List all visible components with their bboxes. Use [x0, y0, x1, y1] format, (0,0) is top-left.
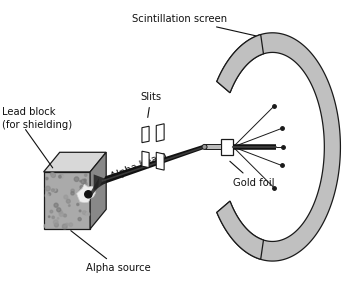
Text: Scintillation screen: Scintillation screen	[132, 14, 256, 36]
Circle shape	[51, 172, 53, 175]
Circle shape	[74, 185, 78, 188]
Polygon shape	[100, 144, 205, 185]
Circle shape	[52, 187, 56, 191]
Circle shape	[62, 224, 67, 229]
Circle shape	[80, 180, 81, 182]
Polygon shape	[94, 174, 106, 191]
Polygon shape	[43, 152, 106, 172]
Polygon shape	[43, 172, 90, 229]
Circle shape	[83, 182, 87, 186]
Circle shape	[51, 173, 55, 177]
Circle shape	[55, 223, 59, 227]
Circle shape	[50, 210, 53, 213]
Circle shape	[64, 195, 68, 199]
Circle shape	[74, 177, 79, 182]
Circle shape	[45, 194, 49, 197]
Circle shape	[84, 174, 87, 176]
Circle shape	[71, 189, 74, 192]
Polygon shape	[221, 139, 233, 155]
Circle shape	[48, 193, 51, 195]
Polygon shape	[91, 178, 99, 197]
Circle shape	[83, 211, 86, 215]
Polygon shape	[156, 152, 164, 170]
Circle shape	[48, 207, 50, 209]
Circle shape	[51, 189, 54, 192]
Circle shape	[75, 182, 77, 185]
Circle shape	[83, 194, 85, 195]
Text: Slits: Slits	[140, 92, 162, 117]
Circle shape	[77, 203, 79, 206]
Circle shape	[60, 174, 64, 178]
Text: Alpha beam: Alpha beam	[109, 151, 168, 182]
Text: Alpha source: Alpha source	[71, 231, 151, 273]
Circle shape	[69, 223, 73, 226]
Polygon shape	[217, 201, 264, 259]
Circle shape	[84, 193, 88, 197]
Circle shape	[80, 185, 83, 189]
Circle shape	[84, 179, 86, 182]
Circle shape	[81, 179, 86, 184]
Circle shape	[57, 218, 59, 219]
Polygon shape	[90, 152, 106, 229]
Text: Lead block
(for shielding): Lead block (for shielding)	[3, 107, 73, 130]
Circle shape	[54, 189, 57, 192]
Circle shape	[53, 220, 58, 225]
Circle shape	[82, 216, 84, 218]
Circle shape	[85, 212, 88, 215]
Circle shape	[46, 177, 48, 180]
Circle shape	[66, 199, 70, 203]
Circle shape	[48, 216, 50, 218]
Polygon shape	[156, 124, 164, 141]
Circle shape	[52, 216, 55, 219]
Polygon shape	[142, 126, 149, 143]
Circle shape	[78, 216, 79, 217]
Circle shape	[80, 193, 85, 197]
Circle shape	[51, 173, 55, 176]
Circle shape	[79, 189, 83, 193]
Circle shape	[44, 224, 47, 228]
Circle shape	[69, 205, 70, 206]
Polygon shape	[217, 33, 340, 261]
Circle shape	[54, 203, 58, 207]
Circle shape	[60, 175, 64, 180]
Circle shape	[66, 223, 68, 226]
Circle shape	[202, 144, 207, 149]
Circle shape	[59, 210, 62, 214]
Polygon shape	[142, 151, 149, 168]
Circle shape	[66, 182, 71, 186]
Circle shape	[70, 203, 72, 204]
Circle shape	[79, 210, 81, 212]
Circle shape	[57, 208, 61, 212]
Circle shape	[71, 192, 74, 195]
Circle shape	[46, 221, 47, 222]
Polygon shape	[217, 35, 264, 93]
Polygon shape	[76, 184, 95, 203]
Text: Gold foil: Gold foil	[230, 161, 275, 188]
Circle shape	[64, 214, 66, 217]
Polygon shape	[205, 144, 221, 149]
Circle shape	[85, 191, 92, 198]
Circle shape	[86, 212, 90, 216]
Circle shape	[59, 212, 64, 216]
Circle shape	[46, 186, 50, 191]
Circle shape	[78, 218, 81, 221]
Circle shape	[59, 175, 61, 178]
Circle shape	[56, 196, 59, 199]
Circle shape	[81, 202, 83, 204]
